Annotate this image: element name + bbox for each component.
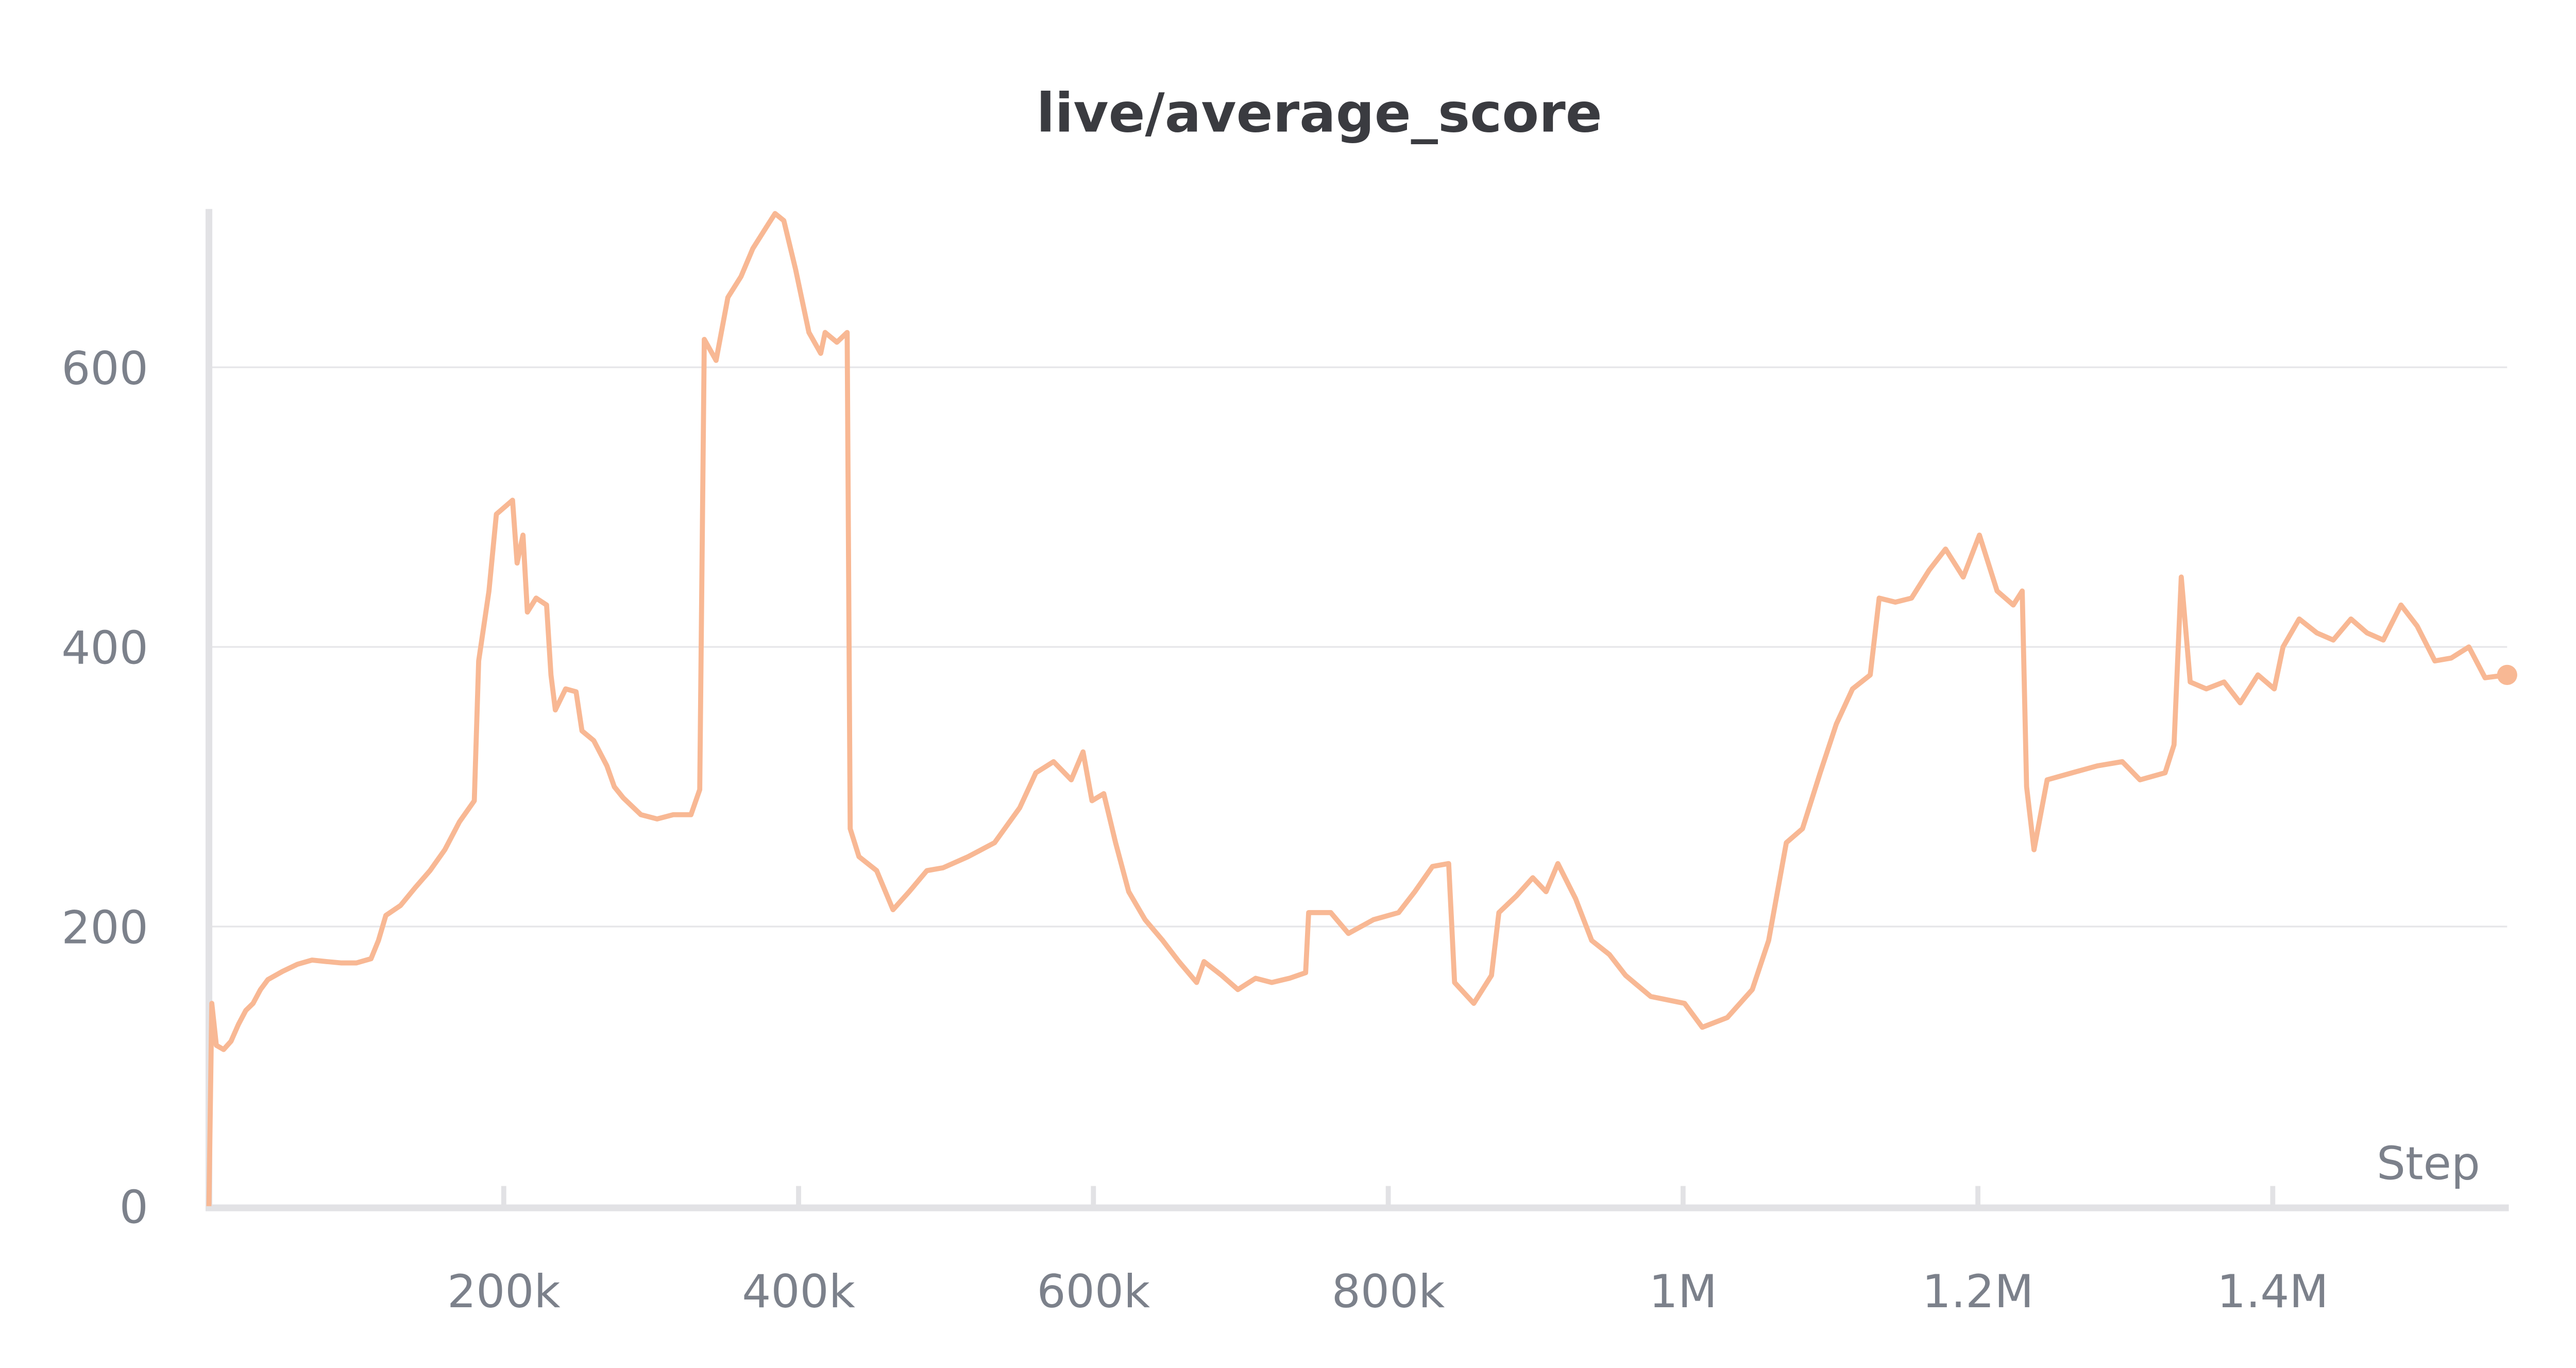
series-line: [206, 211, 2507, 1206]
x-tick-label: 400k: [742, 1265, 855, 1318]
chart-title: live/average_score: [1037, 81, 1602, 144]
x-tick-label: 1M: [1649, 1265, 1717, 1318]
y-tick-label: 200: [61, 901, 148, 954]
y-tick-label: 0: [120, 1181, 148, 1234]
y-tick-label: 400: [61, 622, 148, 675]
y-tick-label: 600: [61, 342, 148, 395]
series-end-marker: [2497, 664, 2517, 685]
x-axis-label: Step: [2377, 1137, 2480, 1190]
x-tick-label: 1.4M: [2217, 1265, 2329, 1318]
x-tick-label: 1.2M: [1922, 1265, 2034, 1318]
x-tick-label: 600k: [1037, 1265, 1150, 1318]
x-tick-label: 800k: [1332, 1265, 1445, 1318]
gridlines: [209, 366, 2507, 928]
x-tick-label: 200k: [447, 1265, 561, 1318]
